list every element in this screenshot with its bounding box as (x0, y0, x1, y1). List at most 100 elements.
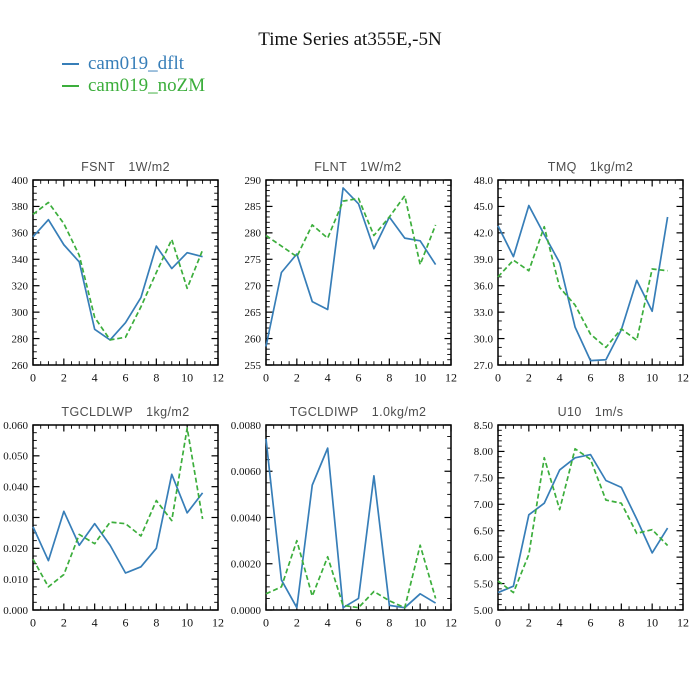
svg-text:0.0000: 0.0000 (230, 605, 261, 617)
svg-text:260: 260 (244, 333, 261, 345)
svg-text:0: 0 (495, 371, 501, 385)
svg-text:8: 8 (618, 371, 624, 385)
svg-text:36.0: 36.0 (474, 281, 494, 293)
svg-text:6.00: 6.00 (474, 552, 494, 564)
svg-text:8: 8 (618, 616, 624, 630)
svg-text:2: 2 (293, 616, 299, 630)
svg-text:6: 6 (355, 616, 361, 630)
svg-text:10: 10 (646, 616, 658, 630)
chart-title: TGCLDLWP 1kg/m2 (33, 405, 218, 419)
chart-title: TMQ 1kg/m2 (498, 160, 683, 174)
tmq-plot: 0 2 4 6 8 10 12 27.0 30.0 33.0 36.0 39.0 42.0 45.0 48.… (474, 175, 689, 385)
svg-text:6: 6 (355, 371, 361, 385)
chart-name: TGCLDLWP (61, 405, 134, 419)
svg-text:0.060: 0.060 (3, 420, 28, 432)
svg-text:265: 265 (244, 307, 261, 319)
svg-text:2: 2 (61, 371, 67, 385)
page-title: Time Series at355E,-5N (258, 29, 442, 50)
chart-cell-flnt: FLNT 1W/m2 0 2 4 6 8 10 12 255 260 265 270 275 280 285… (233, 150, 468, 395)
chart-name: U10 (557, 405, 582, 419)
svg-text:12: 12 (677, 616, 689, 630)
svg-text:10: 10 (181, 371, 193, 385)
svg-text:2: 2 (293, 371, 299, 385)
svg-text:12: 12 (445, 616, 457, 630)
svg-text:360: 360 (12, 228, 29, 240)
flnt-plot: 0 2 4 6 8 10 12 255 260 265 270 275 280 285 290 (244, 175, 457, 385)
legend-line-swatch (62, 84, 79, 88)
legend-item-label: cam019_noZM (88, 75, 206, 96)
svg-text:2: 2 (526, 371, 532, 385)
svg-text:300: 300 (12, 307, 29, 319)
chart-cell-tgcldiwp: TGCLDIWP 1.0kg/m2 0 2 4 6 8 10 12 0.0000 0.0020 0.… (230, 395, 468, 640)
fsnt-plot: 0 2 4 6 8 10 12 260 280 300 320 340 360 380 400 (12, 175, 225, 385)
svg-text:10: 10 (414, 371, 426, 385)
chart-cell-tgcldlwp: TGCLDLWP 1kg/m2 0 2 4 6 8 10 12 0.000 0.010 0.020 0… (0, 395, 235, 640)
chart-unit: 1kg/m2 (146, 405, 190, 419)
svg-text:4: 4 (557, 616, 563, 630)
chart-unit: 1kg/m2 (589, 160, 634, 174)
svg-text:2: 2 (526, 616, 532, 630)
svg-text:6: 6 (123, 371, 129, 385)
svg-text:280: 280 (244, 228, 261, 240)
svg-text:400: 400 (12, 175, 29, 187)
chart-cell-fsnt: FSNT 1W/m2 0 2 4 6 8 10 12 260 280 300 320 340 360 380… (0, 150, 235, 395)
svg-text:6: 6 (123, 616, 129, 630)
svg-text:0.010: 0.010 (3, 574, 28, 586)
svg-text:6: 6 (588, 371, 594, 385)
svg-text:12: 12 (445, 371, 457, 385)
svg-text:270: 270 (244, 281, 261, 293)
svg-text:48.0: 48.0 (474, 175, 494, 187)
chart-name: TMQ (547, 160, 577, 174)
tgcldiwp-plot: 0 2 4 6 8 10 12 0.0000 0.0020 0.0040 0.0060 0.0080 (230, 420, 457, 630)
svg-text:4: 4 (92, 616, 98, 630)
svg-text:10: 10 (414, 616, 426, 630)
svg-text:0: 0 (263, 371, 269, 385)
svg-text:8: 8 (153, 371, 159, 385)
svg-text:10: 10 (646, 371, 658, 385)
svg-text:0: 0 (30, 371, 36, 385)
svg-text:0.040: 0.040 (3, 481, 28, 493)
svg-text:340: 340 (12, 254, 29, 266)
u10-plot: 0 2 4 6 8 10 12 5.00 5.50 6.00 6.50 7.00 7.50 8.00 8.5… (474, 420, 689, 630)
svg-text:4: 4 (92, 371, 98, 385)
svg-text:0.0020: 0.0020 (230, 559, 261, 571)
chart-name: FSNT (81, 160, 116, 174)
svg-text:12: 12 (212, 371, 224, 385)
svg-text:30.0: 30.0 (474, 333, 494, 345)
svg-text:7.00: 7.00 (474, 499, 494, 511)
svg-text:8: 8 (153, 616, 159, 630)
svg-text:10: 10 (181, 616, 193, 630)
svg-text:6: 6 (588, 616, 594, 630)
svg-text:0.0080: 0.0080 (230, 420, 261, 432)
svg-text:39.0: 39.0 (474, 254, 494, 266)
svg-text:8.50: 8.50 (474, 420, 494, 432)
chart-unit: 1m/s (594, 405, 624, 419)
svg-text:5.00: 5.00 (474, 605, 494, 617)
svg-text:0.020: 0.020 (3, 543, 28, 555)
svg-text:12: 12 (212, 616, 224, 630)
chart-name: TGCLDIWP (289, 405, 359, 419)
svg-text:290: 290 (244, 175, 261, 187)
legend-item-cam019-noZM: cam019_noZM (62, 75, 205, 97)
chart-unit: 1W/m2 (360, 160, 402, 174)
svg-text:8: 8 (386, 371, 392, 385)
svg-text:0.030: 0.030 (3, 512, 28, 524)
svg-text:0: 0 (263, 616, 269, 630)
chart-title: FSNT 1W/m2 (33, 160, 218, 174)
legend: cam019_dflt cam019_noZM (62, 53, 205, 97)
svg-text:255: 255 (244, 360, 261, 372)
svg-text:4: 4 (324, 616, 330, 630)
svg-text:275: 275 (244, 254, 261, 266)
svg-text:0.0060: 0.0060 (230, 466, 261, 478)
svg-text:380: 380 (12, 201, 29, 213)
chart-title: TGCLDIWP 1.0kg/m2 (266, 405, 451, 419)
svg-text:0: 0 (495, 616, 501, 630)
svg-text:8: 8 (386, 616, 392, 630)
chart-cell-u10: U10 1m/s 0 2 4 6 8 10 12 5.00 5.50 6.00 6.50 7.00 7.5… (465, 395, 700, 640)
svg-text:280: 280 (12, 333, 29, 345)
svg-text:4: 4 (324, 371, 330, 385)
svg-text:320: 320 (12, 281, 29, 293)
chart-title: U10 1m/s (498, 405, 683, 419)
svg-text:5.50: 5.50 (474, 578, 494, 590)
svg-text:0.000: 0.000 (3, 605, 28, 617)
